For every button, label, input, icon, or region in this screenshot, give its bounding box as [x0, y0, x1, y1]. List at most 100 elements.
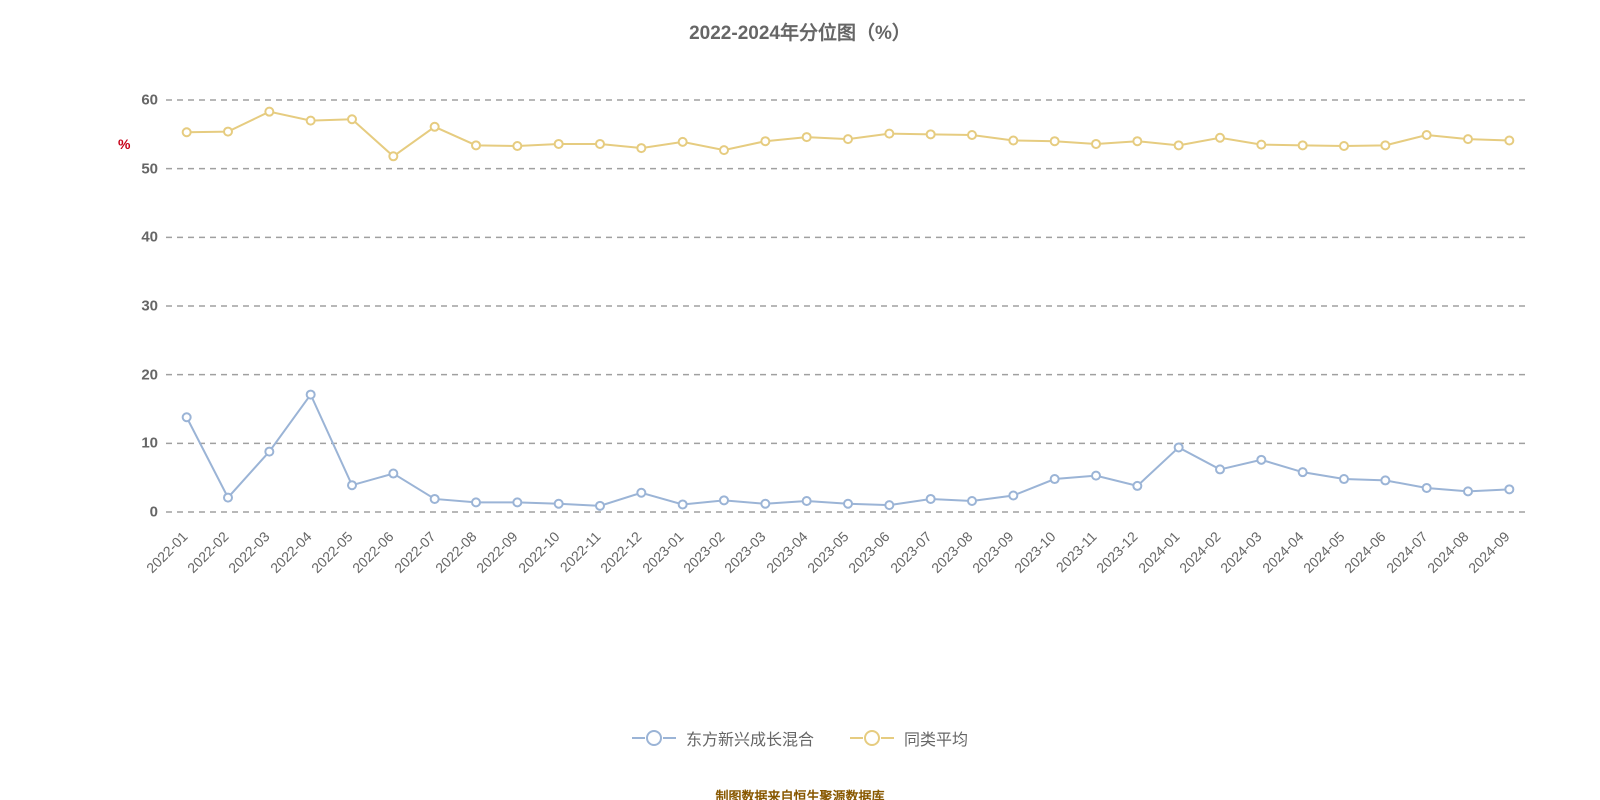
x-tick-label: 2023-06 — [845, 528, 893, 576]
plot-area — [166, 100, 1530, 512]
x-tick-label: 2024-05 — [1300, 528, 1348, 576]
data-point — [431, 495, 439, 503]
x-tick-label: 2024-04 — [1259, 528, 1307, 576]
x-tick-label: 2023-12 — [1093, 528, 1141, 576]
data-point — [844, 135, 852, 143]
x-tick-label: 2022-02 — [184, 528, 232, 576]
x-tick-label: 2022-05 — [308, 528, 356, 576]
y-axis-unit: % — [118, 136, 130, 152]
legend-marker-icon — [646, 730, 662, 746]
data-point — [1009, 137, 1017, 145]
data-point — [1381, 141, 1389, 149]
data-point — [1340, 142, 1348, 150]
footer-source-text: 制图数据来自恒生聚源数据库 — [0, 786, 1600, 800]
y-tick-label: 0 — [118, 504, 158, 521]
legend-item: 同类平均 — [850, 726, 968, 750]
chart-container: 2022-2024年分位图（%） % 0102030405060 2022-01… — [0, 0, 1600, 800]
data-point — [224, 494, 232, 502]
x-tick-label: 2023-01 — [639, 528, 687, 576]
x-tick-label: 2022-07 — [391, 528, 439, 576]
data-point — [803, 133, 811, 141]
x-tick-label: 2024-03 — [1217, 528, 1265, 576]
x-tick-label: 2023-09 — [969, 528, 1017, 576]
data-point — [1133, 137, 1141, 145]
x-tick-label: 2024-09 — [1465, 528, 1513, 576]
data-point — [803, 497, 811, 505]
x-tick-label: 2022-10 — [515, 528, 563, 576]
data-point — [348, 481, 356, 489]
data-point — [1423, 484, 1431, 492]
data-point — [1381, 476, 1389, 484]
data-point — [927, 495, 935, 503]
y-tick-label: 50 — [118, 160, 158, 177]
data-point — [472, 498, 480, 506]
x-tick-label: 2022-09 — [473, 528, 521, 576]
data-point — [513, 142, 521, 150]
x-tick-label: 2024-08 — [1424, 528, 1472, 576]
data-point — [1257, 456, 1265, 464]
data-point — [555, 500, 563, 508]
x-tick-label: 2023-08 — [928, 528, 976, 576]
y-tick-label: 10 — [118, 435, 158, 452]
x-tick-label: 2023-05 — [804, 528, 852, 576]
data-point — [761, 500, 769, 508]
data-point — [1299, 141, 1307, 149]
legend-item: 东方新兴成长混合 — [632, 726, 814, 750]
data-point — [1257, 141, 1265, 149]
x-tick-label: 2022-08 — [432, 528, 480, 576]
y-tick-label: 60 — [118, 92, 158, 109]
legend-label: 同类平均 — [904, 726, 968, 750]
data-point — [472, 141, 480, 149]
x-tick-label: 2022-11 — [557, 528, 604, 575]
data-point — [1505, 137, 1513, 145]
data-point — [844, 500, 852, 508]
data-point — [596, 140, 604, 148]
data-point — [1051, 475, 1059, 483]
x-tick-label: 2022-12 — [597, 528, 645, 576]
data-point — [1464, 135, 1472, 143]
chart-title: 2022-2024年分位图（%） — [0, 18, 1600, 45]
data-point — [761, 137, 769, 145]
y-tick-label: 30 — [118, 298, 158, 315]
data-point — [307, 391, 315, 399]
data-point — [885, 501, 893, 509]
x-tick-label: 2023-10 — [1011, 528, 1059, 576]
data-point — [720, 146, 728, 154]
x-tick-label: 2024-01 — [1135, 528, 1183, 576]
legend-label: 东方新兴成长混合 — [686, 726, 814, 750]
data-point — [389, 152, 397, 160]
data-point — [265, 108, 273, 116]
x-tick-label: 2023-07 — [887, 528, 935, 576]
data-point — [968, 131, 976, 139]
data-point — [1133, 482, 1141, 490]
x-tick-label: 2023-02 — [680, 528, 728, 576]
data-point — [596, 502, 604, 510]
series-line — [187, 112, 1510, 157]
x-tick-label: 2023-04 — [763, 528, 811, 576]
legend-marker-icon — [864, 730, 880, 746]
legend: 东方新兴成长混合 同类平均 — [0, 726, 1600, 750]
data-point — [389, 470, 397, 478]
data-point — [183, 128, 191, 136]
data-point — [224, 128, 232, 136]
data-point — [927, 130, 935, 138]
data-point — [1051, 137, 1059, 145]
data-point — [183, 413, 191, 421]
y-tick-label: 20 — [118, 366, 158, 383]
data-point — [885, 130, 893, 138]
data-point — [679, 138, 687, 146]
x-tick-label: 2024-07 — [1383, 528, 1431, 576]
data-point — [637, 489, 645, 497]
x-tick-label: 2023-03 — [721, 528, 769, 576]
data-point — [1464, 487, 1472, 495]
data-point — [1175, 141, 1183, 149]
data-point — [265, 448, 273, 456]
data-point — [1340, 475, 1348, 483]
data-point — [1216, 465, 1224, 473]
data-point — [968, 497, 976, 505]
y-tick-label: 40 — [118, 229, 158, 246]
legend-swatch — [632, 729, 676, 747]
data-point — [1505, 485, 1513, 493]
chart-svg — [166, 100, 1530, 512]
legend-swatch — [850, 729, 894, 747]
